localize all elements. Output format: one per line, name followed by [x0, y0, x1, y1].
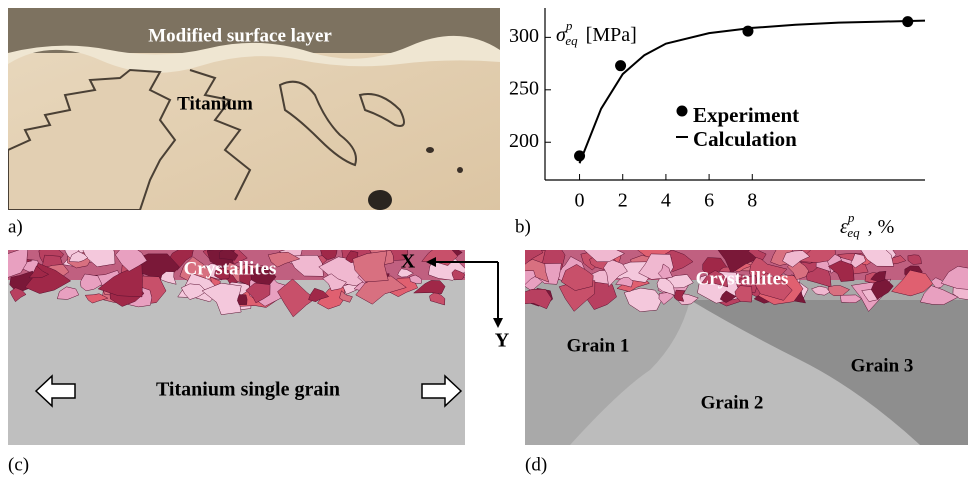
x-tick-label: 8 [747, 190, 757, 212]
x-tick-label: 6 [704, 190, 714, 212]
x-tick-label: 4 [661, 190, 671, 212]
label: Crystallites [184, 258, 277, 279]
panel-label: (d) [525, 454, 547, 475]
axis-name: X [401, 251, 416, 273]
y-tick-label: 250 [509, 77, 539, 99]
axis-name: Y [495, 330, 510, 352]
label: Grain 3 [851, 355, 914, 376]
y-tick-label: 300 [509, 25, 539, 47]
x-tick-label: 0 [575, 190, 585, 212]
axis-label-part: , % [868, 216, 895, 238]
figure: Modified surface layer Titanium a) b) Cr… [0, 0, 973, 482]
y-tick-label: 200 [509, 130, 539, 152]
axis-label-part: p [847, 210, 855, 225]
axis-label-part: eq [847, 225, 860, 240]
label: Titanium single grain [156, 379, 340, 401]
legend-label: Experiment [693, 103, 799, 127]
crystallite [237, 295, 247, 305]
axis-label-part: eq [565, 33, 578, 48]
label: Crystallites [696, 268, 789, 289]
label: Grain 1 [567, 335, 630, 356]
panel-label: b) [515, 216, 531, 237]
x-tick-label: 2 [618, 190, 628, 212]
label: Titanium [177, 93, 253, 114]
point [615, 60, 626, 71]
label: Grain 2 [701, 392, 764, 413]
legend-symbol [677, 106, 688, 117]
label: Modified surface layer [148, 25, 332, 46]
axis-label-part: p [565, 18, 573, 33]
panel-label: a) [8, 216, 23, 237]
axis-label-part: [MPa] [586, 24, 637, 46]
legend-label: Calculation [693, 127, 797, 151]
panel-label: (c) [8, 454, 29, 475]
